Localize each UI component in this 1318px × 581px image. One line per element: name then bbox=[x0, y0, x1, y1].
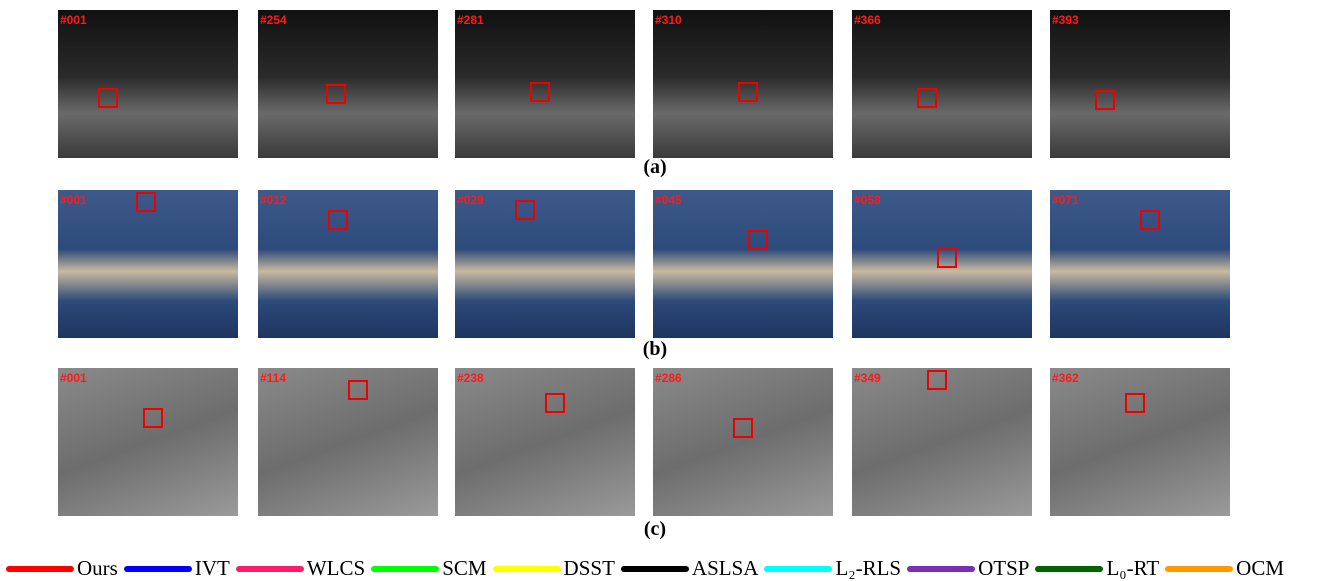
frame-panel: #238 bbox=[455, 368, 635, 516]
frame-panel: #310 bbox=[653, 10, 833, 158]
legend-swatch bbox=[6, 566, 74, 572]
legend-label: L₂-RLS bbox=[835, 556, 901, 581]
frame-panel: #001 bbox=[58, 190, 238, 338]
row-label: (a) bbox=[635, 156, 675, 179]
legend-swatch bbox=[621, 566, 689, 572]
frame-number: #045 bbox=[655, 193, 682, 207]
legend-item: ASLSA bbox=[621, 556, 759, 581]
legend-item: WLCS bbox=[236, 556, 365, 581]
row-label: (b) bbox=[635, 338, 675, 361]
frame-panel: #114 bbox=[258, 368, 438, 516]
frame-number: #238 bbox=[457, 371, 484, 385]
frame-number: #058 bbox=[854, 193, 881, 207]
frame-panel: #071 bbox=[1050, 190, 1230, 338]
legend-label: L₀-RT bbox=[1106, 556, 1159, 581]
legend-label: OTSP bbox=[978, 556, 1029, 581]
tracking-box bbox=[143, 408, 163, 428]
frame-number: #254 bbox=[260, 13, 287, 27]
legend-swatch bbox=[493, 566, 561, 572]
legend-item: OTSP bbox=[907, 556, 1029, 581]
legend-swatch bbox=[1165, 566, 1233, 572]
frame-panel: #001 bbox=[58, 368, 238, 516]
legend-swatch bbox=[236, 566, 304, 572]
legend-item: IVT bbox=[124, 556, 230, 581]
frame-number: #310 bbox=[655, 13, 682, 27]
row-label: (c) bbox=[635, 518, 675, 541]
legend-swatch bbox=[124, 566, 192, 572]
frame-panel: #012 bbox=[258, 190, 438, 338]
tracking-box bbox=[1125, 393, 1145, 413]
frame-panel: #366 bbox=[852, 10, 1032, 158]
legend-label: WLCS bbox=[307, 556, 365, 581]
tracking-box bbox=[515, 200, 535, 220]
legend-item: Ours bbox=[6, 556, 118, 581]
frame-number: #114 bbox=[260, 371, 286, 385]
tracking-box bbox=[136, 192, 156, 212]
frame-panel: #045 bbox=[653, 190, 833, 338]
frame-number: #362 bbox=[1052, 371, 1079, 385]
tracking-box bbox=[917, 88, 937, 108]
legend-item: DSST bbox=[493, 556, 615, 581]
frame-panel: #001 bbox=[58, 10, 238, 158]
frame-number: #366 bbox=[854, 13, 881, 27]
tracking-box bbox=[545, 393, 565, 413]
tracking-box bbox=[530, 82, 550, 102]
frame-number: #012 bbox=[260, 193, 287, 207]
tracking-box bbox=[328, 210, 348, 230]
legend-label: IVT bbox=[195, 556, 230, 581]
frame-panel: #281 bbox=[455, 10, 635, 158]
frame-number: #071 bbox=[1052, 193, 1079, 207]
tracking-box bbox=[738, 82, 758, 102]
tracking-box bbox=[348, 380, 368, 400]
tracking-box bbox=[927, 370, 947, 390]
legend-item: L₂-RLS bbox=[764, 556, 901, 581]
frame-panel: #393 bbox=[1050, 10, 1230, 158]
frame-panel: #362 bbox=[1050, 368, 1230, 516]
tracking-box bbox=[748, 230, 768, 250]
frame-number: #001 bbox=[60, 371, 87, 385]
legend: Ours IVT WLCS SCM DSST ASLSA L₂-RLS OTSP L₀-RT OC… bbox=[6, 556, 1290, 581]
legend-swatch bbox=[907, 566, 975, 572]
frame-panel: #254 bbox=[258, 10, 438, 158]
legend-label: Ours bbox=[77, 556, 118, 581]
legend-label: OCM bbox=[1236, 556, 1284, 581]
tracking-box bbox=[733, 418, 753, 438]
frame-number: #001 bbox=[60, 193, 87, 207]
legend-item: OCM bbox=[1165, 556, 1284, 581]
frame-number: #029 bbox=[457, 193, 484, 207]
legend-item: L₀-RT bbox=[1035, 556, 1159, 581]
frame-panel: #058 bbox=[852, 190, 1032, 338]
legend-swatch bbox=[1035, 566, 1103, 572]
frame-number: #349 bbox=[854, 371, 881, 385]
tracking-box bbox=[1140, 210, 1160, 230]
tracking-box bbox=[1095, 90, 1115, 110]
legend-label: ASLSA bbox=[692, 556, 759, 581]
frame-panel: #349 bbox=[852, 368, 1032, 516]
frame-number: #286 bbox=[655, 371, 682, 385]
legend-swatch bbox=[764, 566, 832, 572]
frame-number: #281 bbox=[457, 13, 484, 27]
frame-number: #393 bbox=[1052, 13, 1079, 27]
legend-item: SCM bbox=[371, 556, 486, 581]
frame-panel: #029 bbox=[455, 190, 635, 338]
tracking-box bbox=[937, 248, 957, 268]
legend-label: DSST bbox=[564, 556, 615, 581]
frame-panel: #286 bbox=[653, 368, 833, 516]
frame-number: #001 bbox=[60, 13, 87, 27]
page: {"rows": [ {"label": "(a)", "frames": ["… bbox=[0, 0, 1318, 581]
legend-label: SCM bbox=[442, 556, 486, 581]
tracking-box bbox=[98, 88, 118, 108]
tracking-box bbox=[326, 84, 346, 104]
legend-swatch bbox=[371, 566, 439, 572]
